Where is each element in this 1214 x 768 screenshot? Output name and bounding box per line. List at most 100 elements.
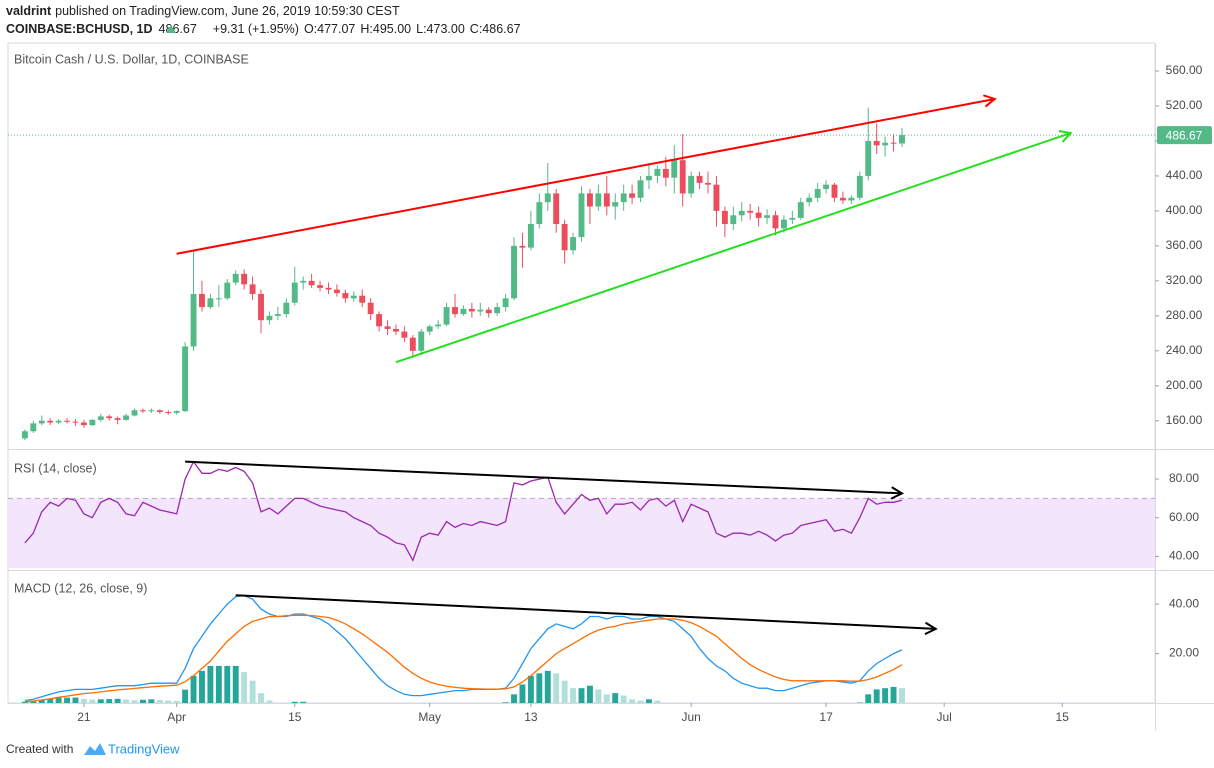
candle-body (317, 285, 324, 288)
candle-body (536, 202, 543, 225)
macd-line (24, 594, 903, 702)
last-price-box (1157, 126, 1212, 145)
candle-body (882, 142, 889, 146)
candle-body (460, 308, 467, 315)
author[interactable]: valdrint (6, 4, 52, 18)
candle-body (772, 215, 779, 229)
y-tick-label: 20.00 (1169, 646, 1199, 660)
histogram-bar (80, 698, 87, 703)
footer-brand[interactable]: TradingView (108, 741, 180, 756)
y-tick-label: 440.00 (1166, 168, 1203, 182)
histogram-bar (64, 697, 70, 703)
histogram-bar (773, 703, 779, 717)
histogram-bar (376, 703, 382, 735)
histogram-bar (249, 680, 256, 703)
publish-line: valdrint published on TradingView.com, Ju… (6, 4, 400, 18)
histogram-bar (190, 675, 197, 703)
candle-body (603, 193, 610, 207)
trendline (235, 594, 936, 630)
histogram-bar (578, 688, 585, 703)
histogram-bar (207, 665, 214, 703)
signal-line (24, 614, 903, 703)
candle-body (376, 314, 383, 327)
histogram-bar (165, 700, 172, 703)
histogram-bar (156, 700, 163, 703)
candle-body (485, 309, 492, 314)
candle-body (747, 210, 754, 213)
candle-body (721, 210, 728, 225)
histogram-bar (359, 703, 365, 728)
candle-body (839, 197, 846, 201)
candle-body (165, 412, 172, 414)
trendline-arrow (924, 621, 938, 635)
candle-body (452, 307, 458, 315)
symbol: COINBASE:BCHUSD, 1D (6, 22, 153, 36)
footer-created: Created with (6, 742, 73, 756)
histogram-bar (114, 698, 121, 703)
low: L:473.00 (416, 22, 465, 36)
candle-body (494, 307, 501, 314)
histogram-bar (258, 693, 264, 703)
y-tick-label: 60.00 (1169, 510, 1199, 524)
candle-body (232, 273, 239, 283)
candle-body (890, 142, 897, 144)
high: H:495.00 (360, 22, 411, 36)
candle-body (426, 326, 433, 332)
candle-body (595, 193, 602, 207)
histogram-bar (612, 693, 619, 703)
candle-body (713, 184, 720, 211)
candle-body (97, 416, 104, 420)
x-tick-label: May (418, 710, 441, 724)
candle-body (831, 184, 838, 198)
histogram-bar (629, 699, 636, 703)
trendline (395, 132, 1071, 364)
histogram-bar (722, 703, 728, 730)
histogram-bar (511, 694, 517, 703)
candle-body (654, 168, 661, 176)
candle-body (266, 315, 273, 321)
candle-body (477, 309, 484, 312)
candle-body (207, 298, 214, 308)
candle-body (527, 224, 534, 248)
histogram-bar (756, 703, 762, 722)
y-tick-label: 40.00 (1169, 549, 1199, 563)
x-tick-label: Jun (681, 710, 700, 724)
histogram-bar (713, 703, 719, 733)
candle-body (578, 193, 585, 238)
candle-body (106, 416, 113, 419)
candle-body (241, 273, 248, 285)
candle-body (384, 326, 391, 329)
histogram-bar (72, 697, 79, 703)
histogram-bar (351, 703, 357, 723)
histogram-bar (410, 703, 416, 725)
trendline (176, 97, 995, 255)
histogram-bar (536, 673, 543, 703)
candle-body (468, 308, 475, 312)
candle-body (848, 197, 855, 201)
candle-body (806, 197, 813, 203)
candle-body (511, 245, 517, 299)
candle-body (856, 175, 863, 198)
close: C:486.67 (470, 22, 521, 36)
candle-body (274, 314, 281, 316)
candle-body (199, 293, 205, 308)
candle-body (55, 420, 62, 423)
histogram-bar (89, 699, 96, 703)
candle-body (553, 193, 560, 225)
brand-icon (84, 743, 106, 755)
histogram-bar (764, 703, 770, 718)
histogram-bar (401, 703, 407, 730)
candle-body (156, 410, 163, 413)
histogram-bar (890, 686, 897, 703)
candle-body (182, 346, 189, 412)
candle-body (308, 280, 315, 286)
pane-title: MACD (12, 26, close, 9) (14, 581, 147, 595)
candle-body (401, 331, 408, 338)
histogram-bar (47, 698, 54, 703)
candle-body (30, 423, 37, 432)
histogram-bar (334, 703, 340, 714)
candle-body (738, 210, 745, 216)
histogram-bar (882, 688, 889, 703)
candle-body (80, 422, 87, 426)
